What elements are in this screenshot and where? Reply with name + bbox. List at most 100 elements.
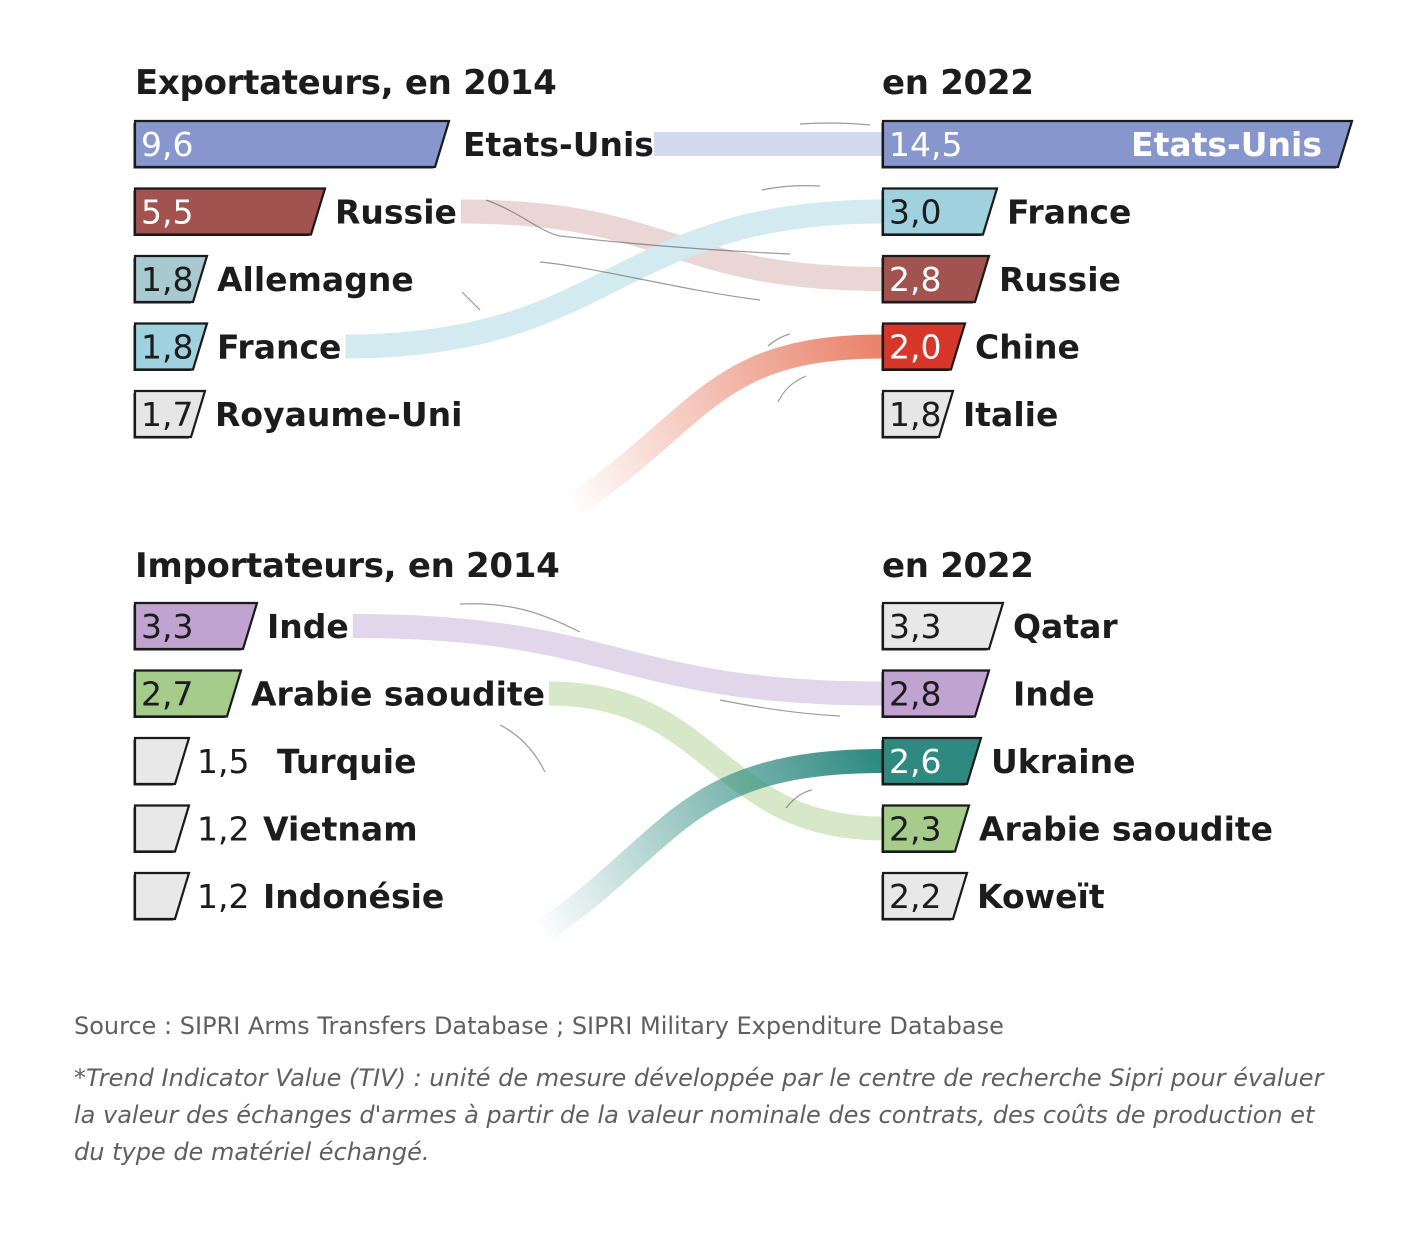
name-label-right-imp-ukraine: Ukraine	[991, 742, 1135, 781]
name-label-right-imp-inde: Inde	[1013, 675, 1095, 714]
bar-right-exp-russie: 2,8 Russie	[881, 254, 1121, 304]
bar-sketch-right-exp-italie	[881, 393, 937, 439]
bar-shape-left-imp-inde	[133, 601, 259, 651]
value-label-right-imp-inde: 2,8	[889, 675, 941, 714]
name-label-left-exp-royaume-uni: Royaume-Uni	[215, 395, 462, 434]
name-label-right-exp-etats-unis: Etats-Unis	[1131, 125, 1322, 164]
value-label-right-exp-russie: 2,8	[889, 260, 941, 299]
bar-sketch-right-exp-france	[881, 190, 981, 236]
bar-right-imp-arabie-saoudite: 2,3 Arabie saoudite	[881, 804, 1273, 853]
bar-right-exp-chine: 2,0 Chine	[881, 322, 1080, 371]
name-label-left-imp-turquie: Turquie	[277, 742, 416, 781]
value-label-right-imp-koweit: 2,2	[889, 877, 941, 916]
flow-exp-new-chine	[568, 334, 884, 515]
bar-right-exp-italie: 1,8 Italie	[881, 389, 1058, 439]
bar-shape-right-exp-russie	[881, 254, 991, 304]
decorative-sketch-lines	[459, 122, 871, 809]
importers-2014-title: Importateurs, en 2014	[135, 546, 559, 586]
value-label-right-exp-italie: 1,8	[889, 395, 941, 434]
name-label-left-exp-france: France	[217, 328, 341, 367]
bar-left-exp-allemagne: 1,8 Allemagne	[133, 254, 414, 304]
bar-left-imp-inde: 3,3 Inde	[133, 601, 349, 651]
value-label-left-exp-france: 1,8	[141, 328, 193, 367]
bar-sketch-left-imp-inde	[133, 605, 241, 651]
importers-2022-title: en 2022	[882, 546, 1034, 586]
bar-shape-right-imp-inde	[881, 669, 991, 718]
bar-right-imp-inde: 2,8 Inde	[881, 669, 1095, 718]
bar-sketch-left-exp-etats-unis	[133, 123, 433, 169]
bar-sketch-left-exp-russie	[133, 190, 309, 236]
bar-sketch-right-imp-ukraine	[881, 740, 965, 786]
bar-shape-left-imp-arabie-saoudite	[133, 669, 243, 718]
bar-left-exp-etats-unis: 9,6 Etats-Unis	[133, 119, 654, 169]
bar-sketch-right-exp-chine	[881, 325, 949, 371]
value-label-right-exp-chine: 2,0	[889, 328, 941, 367]
bar-shape-right-exp-chine	[881, 322, 967, 371]
bar-shape-left-exp-royaume-uni	[133, 389, 207, 439]
name-label-right-exp-chine: Chine	[975, 328, 1080, 367]
bar-sketch-right-exp-etats-unis	[881, 123, 1336, 169]
bar-shape-left-imp-turquie	[133, 736, 191, 786]
name-label-right-exp-france: France	[1007, 193, 1131, 232]
name-label-right-imp-koweit: Koweït	[977, 877, 1105, 916]
value-label-right-imp-ukraine: 2,6	[889, 742, 941, 781]
bar-sketch-left-exp-allemagne	[133, 258, 191, 304]
bar-shape-right-imp-koweit	[881, 871, 969, 921]
bar-shape-left-exp-france	[133, 322, 209, 371]
value-label-left-imp-arabie-saoudite: 2,7	[141, 675, 193, 714]
bar-sketch-left-imp-indonesie	[133, 875, 173, 921]
value-label-right-imp-arabie-saoudite: 2,3	[889, 810, 941, 849]
bar-shape-right-exp-france	[881, 187, 999, 236]
name-label-right-imp-arabie-saoudite: Arabie saoudite	[979, 810, 1273, 849]
bar-left-exp-france: 1,8 France	[133, 322, 341, 371]
bar-sketch-right-imp-arabie-saoudite	[881, 807, 953, 853]
name-label-left-exp-russie: Russie	[335, 193, 457, 232]
value-label-left-exp-royaume-uni: 1,7	[141, 395, 193, 434]
bar-right-exp-france: 3,0 France	[881, 187, 1131, 236]
arms-trade-chart: 9,6 Etats-Unis 5,5 Russie 1,8 Allemagne 1,8 Fra…	[133, 63, 1354, 940]
flow-imp-new-ukraine	[538, 749, 884, 940]
value-label-left-exp-russie: 5,5	[141, 193, 193, 232]
bar-left-imp-turquie: 1,5 Turquie	[133, 736, 416, 786]
tiv-footnote: *Trend Indicator Value (TIV) : unité de …	[74, 1064, 1324, 1166]
flow-imp-inde-to-inde	[352, 614, 884, 706]
name-label-right-imp-qatar: Qatar	[1013, 607, 1118, 646]
bar-shape-right-imp-ukraine	[881, 736, 983, 786]
bar-right-imp-qatar: 3,3 Qatar	[881, 601, 1118, 651]
name-label-left-imp-inde: Inde	[267, 607, 349, 646]
name-label-right-exp-italie: Italie	[963, 395, 1058, 434]
name-label-left-imp-vietnam: Vietnam	[263, 810, 418, 849]
value-label-right-exp-etats-unis: 14,5	[889, 125, 962, 164]
value-label-left-exp-etats-unis: 9,6	[141, 125, 193, 164]
bar-shape-right-imp-qatar	[881, 601, 1005, 651]
bar-sketch-right-imp-koweit	[881, 875, 951, 921]
value-label-right-exp-france: 3,0	[889, 193, 941, 232]
bar-sketch-left-exp-france	[133, 325, 191, 371]
bar-right-imp-koweit: 2,2 Koweït	[881, 871, 1105, 921]
name-label-right-exp-russie: Russie	[999, 260, 1121, 299]
flow-exp-france-to-france	[345, 199, 884, 359]
value-label-left-imp-turquie: 1,5	[197, 742, 249, 781]
bar-shape-right-exp-etats-unis	[881, 119, 1354, 169]
name-label-left-exp-etats-unis: Etats-Unis	[463, 125, 654, 164]
bar-sketch-right-imp-inde	[881, 672, 973, 718]
bar-sketch-left-exp-royaume-uni	[133, 393, 189, 439]
value-label-right-imp-qatar: 3,3	[889, 607, 941, 646]
bar-shape-right-imp-arabie-saoudite	[881, 804, 971, 853]
value-label-left-imp-inde: 3,3	[141, 607, 193, 646]
bar-sketch-left-imp-turquie	[133, 740, 173, 786]
bar-shape-left-exp-russie	[133, 187, 327, 236]
bar-shape-left-exp-allemagne	[133, 254, 209, 304]
bar-left-imp-arabie-saoudite: 2,7 Arabie saoudite	[133, 669, 545, 718]
value-label-left-imp-vietnam: 1,2	[197, 810, 249, 849]
bar-left-exp-russie: 5,5 Russie	[133, 187, 457, 236]
value-label-left-imp-indonesie: 1,2	[197, 877, 249, 916]
bar-right-exp-etats-unis: 14,5 Etats-Unis	[881, 119, 1354, 169]
name-label-left-imp-indonesie: Indonésie	[263, 877, 444, 916]
bar-sketch-left-imp-arabie-saoudite	[133, 672, 225, 718]
source-note: Source : SIPRI Arms Transfers Database ;…	[74, 1012, 1004, 1040]
bar-left-imp-vietnam: 1,2 Vietnam	[133, 804, 418, 853]
bar-sketch-right-exp-russie	[881, 258, 973, 304]
bar-sketch-left-imp-vietnam	[133, 807, 173, 853]
value-label-left-exp-allemagne: 1,8	[141, 260, 193, 299]
